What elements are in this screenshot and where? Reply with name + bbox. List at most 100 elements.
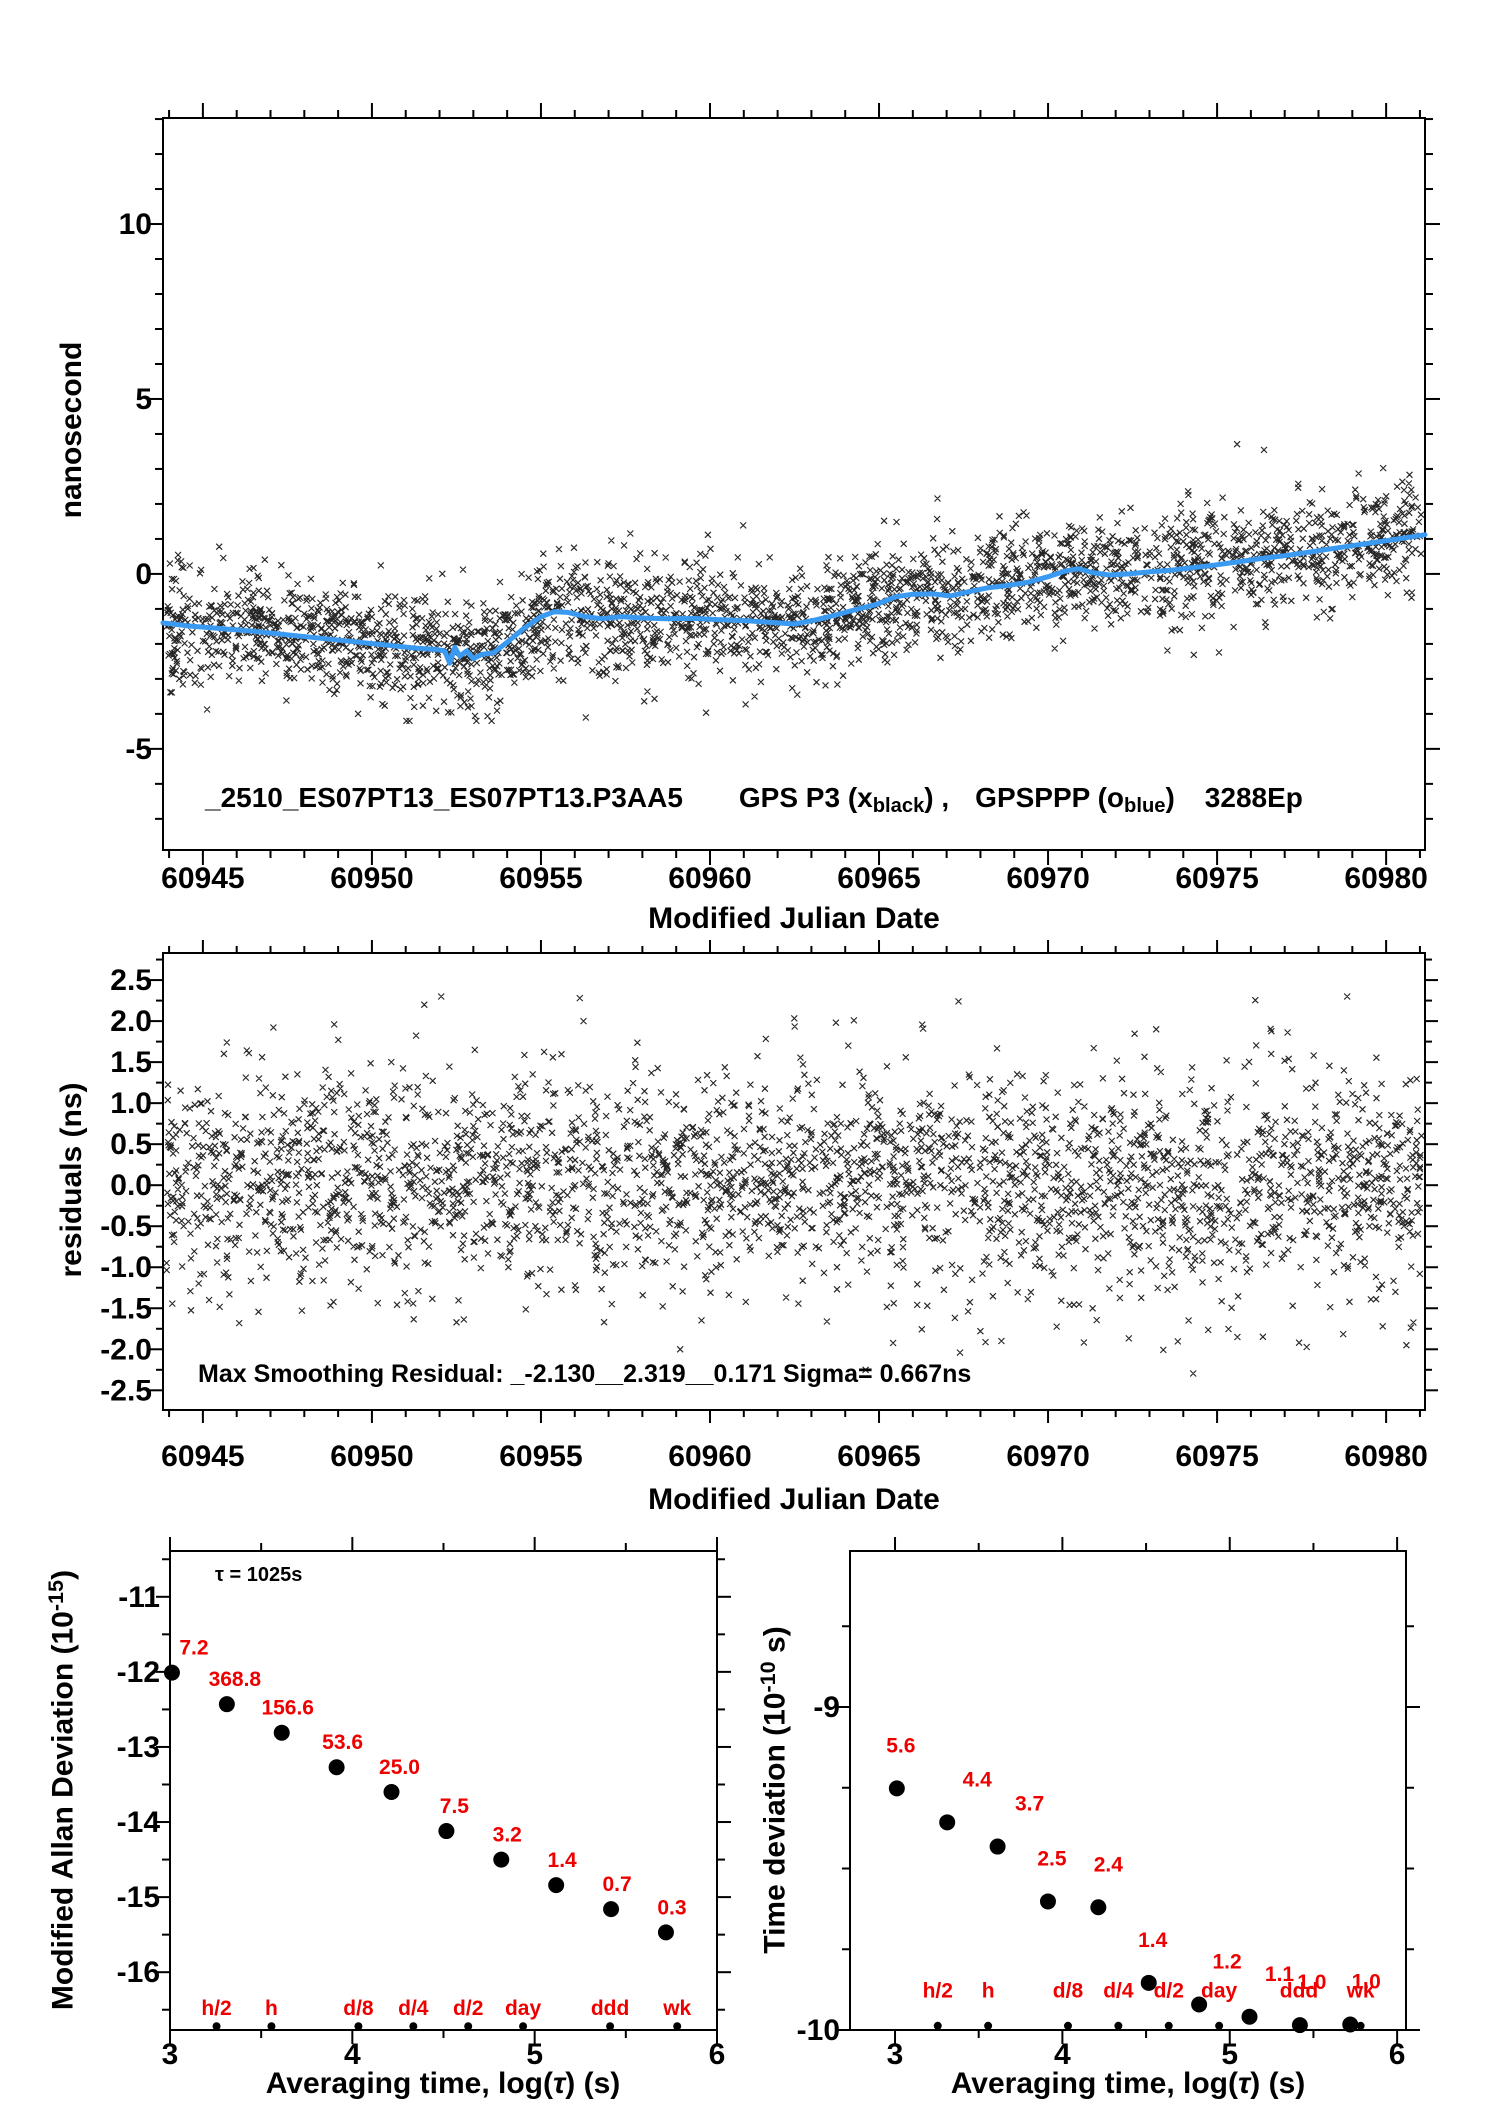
tau-symbol: τ xyxy=(553,2067,566,2100)
modified-allan-deviation-ytick-label: -13 xyxy=(117,1731,160,1764)
time-deviation-value-label: 5.6 xyxy=(886,1734,915,1757)
gps-series-sub: black xyxy=(872,795,925,818)
gps-clock-comparison-xtick-label: 60965 xyxy=(837,862,920,895)
time-deviation-value-label: 1.1 xyxy=(1265,1963,1295,1986)
time-deviation-ytick-label: -9 xyxy=(813,1691,840,1724)
modified-allan-deviation-value-label: 1.4 xyxy=(548,1849,578,1872)
gps-series-label: GPS P3 (x xyxy=(738,782,873,813)
ppp-series-sub: blue xyxy=(1124,795,1166,818)
tdev-yaxis-exponent: -10 xyxy=(755,1661,780,1693)
modified-allan-deviation-value-label: 7.2 xyxy=(179,1637,208,1660)
mdev-yaxis-title: Modified Allan Deviation (10-15) xyxy=(43,1470,83,2105)
tdev-yaxis-close: s) xyxy=(758,1626,792,1662)
tdev-yaxis-title: Time deviation (10-10 s) xyxy=(755,1470,795,2105)
time-deviation-ytick-label: -10 xyxy=(797,2014,840,2047)
gps-clock-comparison-xtick-label: 60970 xyxy=(1006,862,1089,895)
time-deviation-tau-marker-label: d/8 xyxy=(1053,1980,1084,2003)
residuals-xtick-label: 60965 xyxy=(837,1440,920,1473)
modified-allan-deviation-value-label: 7.5 xyxy=(440,1795,470,1818)
time-deviation-tau-marker-dot xyxy=(1164,2021,1173,2030)
modified-allan-deviation-data-point xyxy=(328,1759,345,1776)
tdev-xaxis-title: Averaging time, log(τ) (s) xyxy=(951,2067,1306,2101)
modified-allan-deviation-tau-marker-label: h/2 xyxy=(201,1997,231,2020)
gps-clock-comparison-frame xyxy=(162,117,1426,851)
residuals-xtick-label: 60975 xyxy=(1175,1440,1258,1473)
time-deviation-tau-marker-dot xyxy=(984,2021,993,2030)
time-deviation-value-label: 4.4 xyxy=(963,1768,993,1791)
modified-allan-deviation-ytick-label: -15 xyxy=(117,1881,160,1914)
modified-allan-deviation-tau-marker-dot xyxy=(606,2022,615,2031)
time-deviation-data-point xyxy=(1191,1996,1208,2013)
time-deviation-data-point xyxy=(939,1814,956,1831)
modified-allan-deviation-ytick-label: -14 xyxy=(117,1806,161,1839)
time-deviation-tau-marker-label: d/4 xyxy=(1103,1980,1134,2003)
time-deviation-tau-marker-label: h/2 xyxy=(923,1980,953,2003)
modified-allan-deviation-tau-marker-label: day xyxy=(505,1997,542,2020)
modified-allan-deviation-tau-marker-dot xyxy=(212,2022,221,2031)
mdev-yaxis-exponent: -15 xyxy=(43,1579,68,1612)
gps-clock-comparison-ytick-label: 0 xyxy=(135,558,152,591)
modified-allan-deviation-tau-marker-label: h xyxy=(265,1997,278,2020)
mdev-xaxis-pre: Averaging time, log( xyxy=(265,2067,553,2100)
top-panel-title: _2510_ES07PT13_ES07PT13.P3AA5 GPS P3 (xbl… xyxy=(205,782,1303,818)
modified-allan-deviation-xtick-label: 5 xyxy=(526,2038,543,2071)
modified-allan-deviation-tau-marker-dot xyxy=(464,2022,473,2031)
time-deviation-xtick-label: 3 xyxy=(887,2038,904,2071)
mdev-yaxis-close: ) xyxy=(46,1569,80,1580)
residuals-xtick-label: 60950 xyxy=(330,1440,413,1473)
modified-allan-deviation-tau-marker-dot xyxy=(354,2022,363,2031)
modified-allan-deviation-ytick-label: -12 xyxy=(117,1656,160,1689)
modified-allan-deviation-tau-marker-dot xyxy=(267,2022,276,2031)
residuals-ytick-label: 0.0 xyxy=(110,1169,152,1202)
residuals-ytick-label: 2.5 xyxy=(110,964,152,997)
time-deviation-value-label: 1.2 xyxy=(1213,1950,1242,1973)
modified-allan-deviation-data-point xyxy=(163,1664,180,1681)
time-deviation-tau-marker-dot xyxy=(1063,2021,1072,2030)
time-deviation-data-point xyxy=(888,1780,905,1797)
modified-allan-deviation-data-point xyxy=(383,1784,400,1801)
residuals-xtick-label: 60960 xyxy=(668,1440,751,1473)
time-deviation-value-label: 3.7 xyxy=(1015,1793,1044,1816)
modified-allan-deviation-data-point xyxy=(273,1724,290,1741)
residuals-ytick-label: 1.0 xyxy=(110,1087,152,1120)
mdev-yaxis-main: Modified Allan Deviation (10 xyxy=(46,1611,80,2011)
top-xaxis-title: Modified Julian Date xyxy=(648,902,940,935)
time-deviation-tau-marker-label: h xyxy=(982,1980,995,2003)
modified-allan-deviation-data-point xyxy=(218,1696,235,1713)
modified-allan-deviation-tau-marker-label: wk xyxy=(662,1997,691,2020)
time-deviation-tau-marker-dot xyxy=(1356,2021,1365,2030)
residuals-xaxis-title: Modified Julian Date xyxy=(648,1483,940,1516)
time-deviation-tau-marker-dot xyxy=(1215,2021,1224,2030)
modified-allan-deviation-value-label: 368.8 xyxy=(209,1668,262,1691)
time-deviation-data-point xyxy=(1039,1893,1056,1910)
gps-clock-comparison-xtick-label: 60950 xyxy=(330,862,413,895)
gps-series-close: ) , xyxy=(924,782,950,813)
time-deviation-value-label: 2.4 xyxy=(1094,1853,1124,1876)
residuals-ytick-label: 2.0 xyxy=(110,1005,152,1038)
modified-allan-deviation-tau-marker-dot xyxy=(409,2022,418,2031)
gps-clock-comparison-xtick-label: 60980 xyxy=(1344,862,1427,895)
time-deviation-value-label: 2.5 xyxy=(1037,1847,1067,1870)
gps-clock-comparison-xtick-label: 60975 xyxy=(1175,862,1258,895)
tdev-yaxis-main: Time deviation (10 xyxy=(758,1692,792,1954)
gps-clock-comparison-xtick-label: 60955 xyxy=(499,862,582,895)
mdev-xaxis-post: ) (s) xyxy=(565,2067,621,2100)
residuals-frame xyxy=(162,952,1426,1411)
tau-annotation: τ = 1025s xyxy=(215,1564,303,1586)
time-deviation-data-point xyxy=(989,1838,1006,1855)
modified-allan-deviation-tau-marker-label: d/2 xyxy=(453,1997,483,2020)
time-deviation-value-label: 1.0 xyxy=(1352,1971,1381,1994)
residuals-ytick-label: -1.0 xyxy=(100,1251,152,1284)
modified-allan-deviation-value-label: 3.2 xyxy=(493,1824,522,1847)
modified-allan-deviation-ytick-label: -16 xyxy=(117,1956,160,1989)
modified-allan-deviation-xtick-label: 6 xyxy=(709,2038,726,2071)
time-deviation-data-point xyxy=(1140,1974,1157,1991)
time-deviation-xtick-label: 6 xyxy=(1389,2038,1406,2071)
time-deviation-tau-marker-label: day xyxy=(1201,1980,1238,2003)
time-deviation-data-point xyxy=(1090,1899,1107,1916)
time-deviation-tau-marker-label: wk xyxy=(1346,1980,1375,2003)
gps-clock-comparison-xtick-label: 60960 xyxy=(668,862,751,895)
modified-allan-deviation-data-point xyxy=(548,1877,565,1894)
time-deviation-frame xyxy=(849,1550,1407,2031)
